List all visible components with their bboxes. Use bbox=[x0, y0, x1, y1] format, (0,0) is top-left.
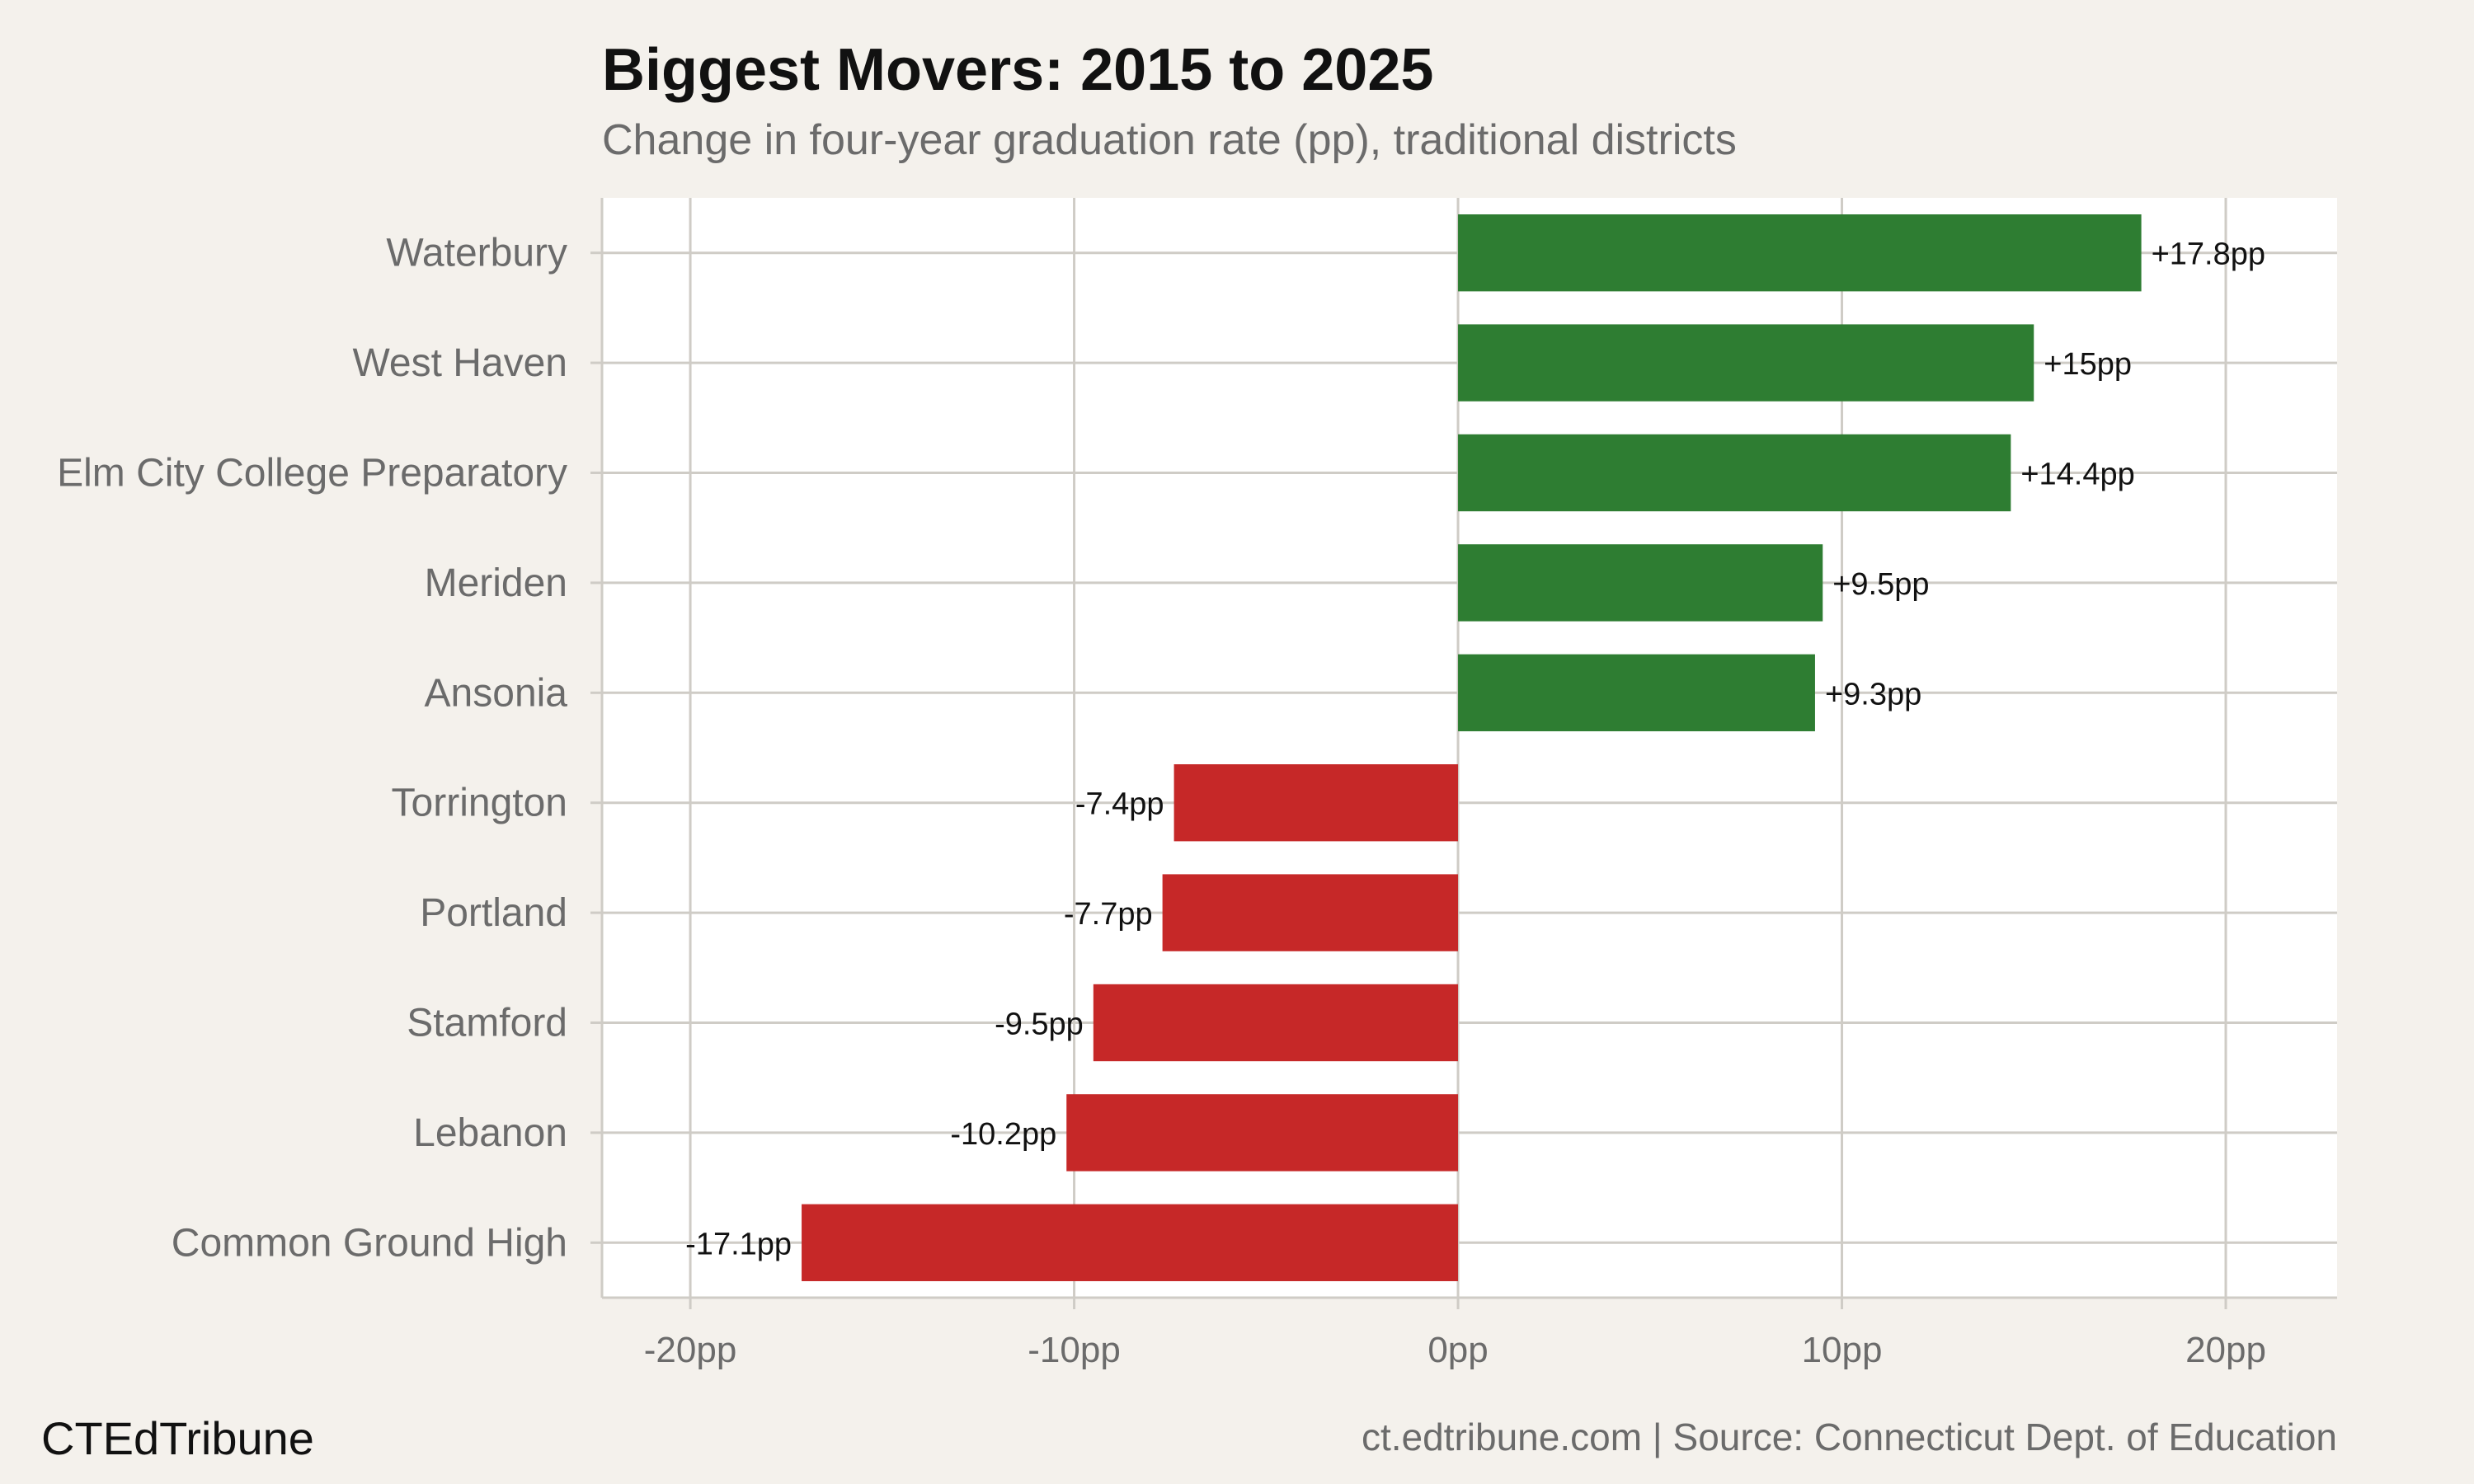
value-labels: +17.8pp +15pp +14.4pp +9.5pp +9.3pp -7.4pp -7.… bbox=[685, 237, 2265, 1262]
category-label: Lebanon bbox=[413, 1111, 567, 1155]
x-tick-label: -10pp bbox=[1028, 1330, 1121, 1370]
chart-subtitle: Change in four-year graduation rate (pp)… bbox=[602, 116, 1737, 164]
bar-value-label: +17.8pp bbox=[2152, 237, 2265, 272]
bar bbox=[1458, 654, 1815, 731]
bar-value-label: -10.2pp bbox=[950, 1117, 1056, 1152]
bar bbox=[1458, 214, 2142, 292]
brand-logo-text: CTEdTribune bbox=[41, 1412, 314, 1464]
category-label: Meriden bbox=[425, 561, 567, 605]
x-tick-label: 10pp bbox=[1802, 1330, 1883, 1370]
bar bbox=[1174, 764, 1459, 842]
bar-value-label: -7.4pp bbox=[1075, 787, 1164, 822]
bar-value-label: +9.3pp bbox=[1825, 677, 1921, 711]
bar bbox=[1093, 984, 1459, 1062]
category-label: Ansonia bbox=[425, 671, 568, 715]
bar bbox=[1458, 324, 2034, 402]
source-note: ct.edtribune.com | Source: Connecticut D… bbox=[1361, 1416, 2337, 1458]
x-tick-label: -20pp bbox=[644, 1330, 737, 1370]
bar bbox=[1458, 434, 2011, 512]
category-label: Common Ground High bbox=[172, 1221, 567, 1265]
category-label: Stamford bbox=[407, 1002, 567, 1045]
bar bbox=[1066, 1094, 1459, 1172]
axes: -20pp -10pp 0pp 10pp 20pp Waterbury West Haven… bbox=[57, 198, 2337, 1370]
chart-title: Biggest Movers: 2015 to 2025 bbox=[602, 37, 1434, 103]
category-label: Portland bbox=[420, 891, 567, 935]
category-label: Waterbury bbox=[386, 232, 567, 275]
x-tick-label: 0pp bbox=[1427, 1330, 1488, 1370]
bars bbox=[802, 214, 2142, 1281]
bar bbox=[802, 1204, 1459, 1281]
bar-value-label: +9.5pp bbox=[1832, 567, 1929, 602]
bar-value-label: -17.1pp bbox=[685, 1227, 792, 1261]
category-label: Elm City College Preparatory bbox=[57, 452, 567, 495]
bar bbox=[1162, 874, 1459, 951]
category-label: West Haven bbox=[352, 341, 567, 385]
category-label: Torrington bbox=[392, 782, 567, 825]
x-tick-label: 20pp bbox=[2185, 1330, 2266, 1370]
bar-value-label: +15pp bbox=[2044, 347, 2132, 382]
bar-value-label: -7.7pp bbox=[1064, 897, 1153, 932]
bar-value-label: +14.4pp bbox=[2020, 458, 2134, 492]
bar-value-label: -9.5pp bbox=[995, 1007, 1084, 1042]
bar bbox=[1458, 544, 1823, 622]
